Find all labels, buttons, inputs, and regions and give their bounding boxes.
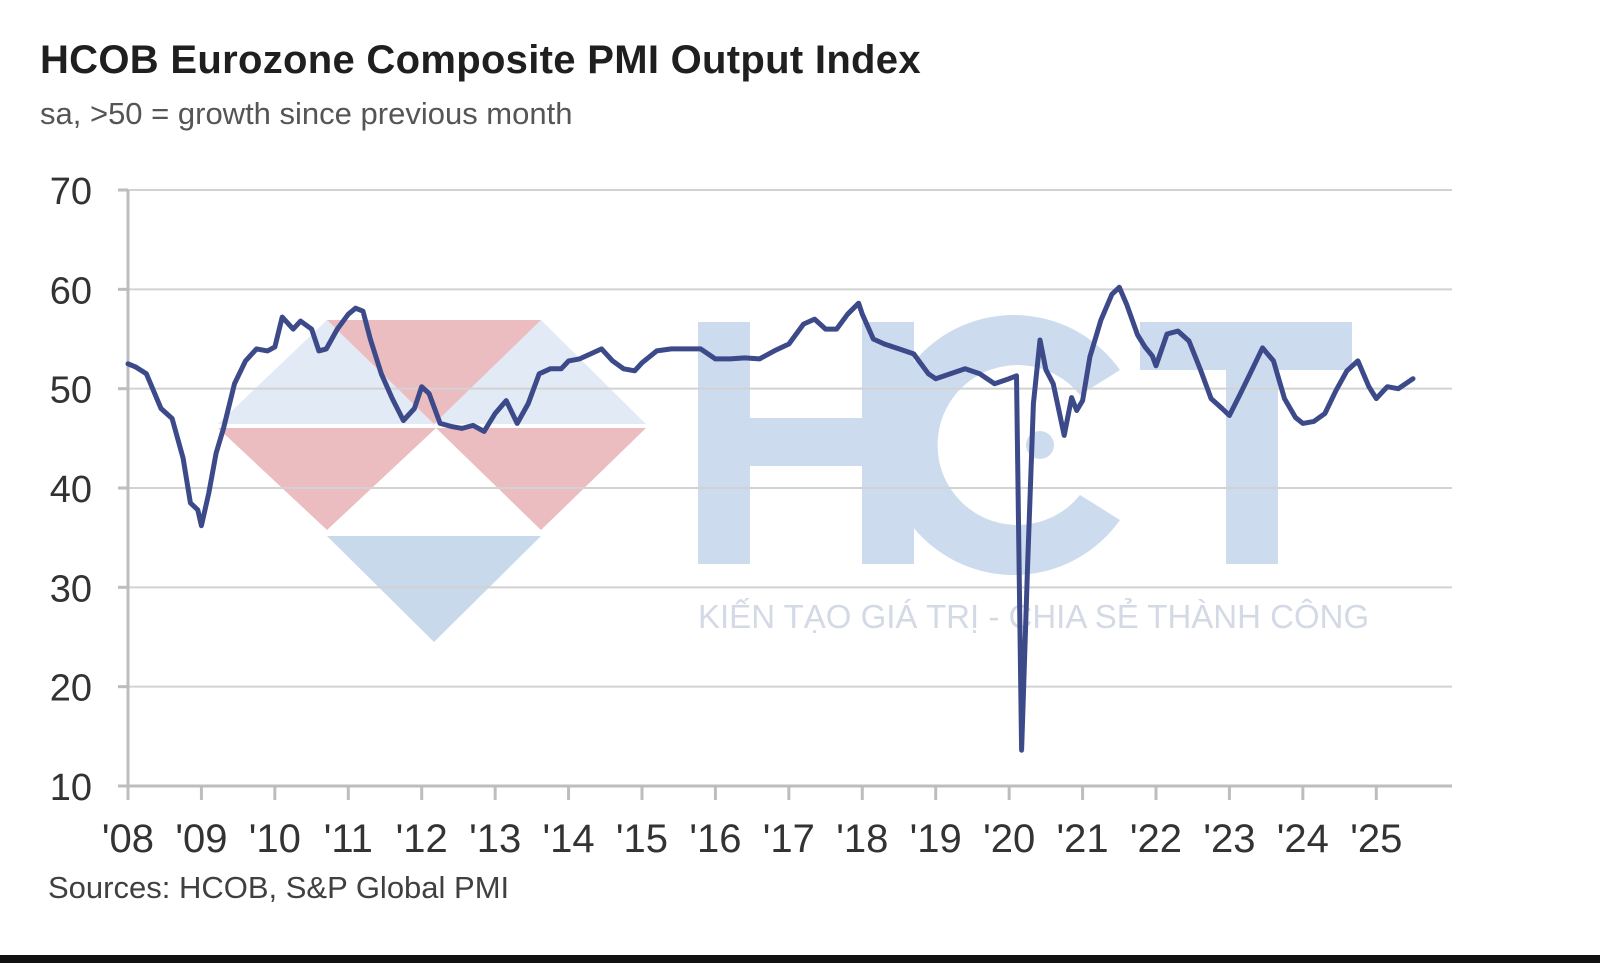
logo-letter-t-stem: [1226, 322, 1278, 564]
x-tick-label-2021: '21: [1057, 817, 1109, 861]
x-tick-label-2011: '11: [324, 817, 373, 861]
series-line-0: [125, 284, 1416, 753]
series-layer: [125, 284, 1416, 753]
y-tick-label-40: 40: [50, 469, 92, 511]
x-tick-label-2010: '10: [249, 817, 301, 861]
axes: [118, 188, 1452, 800]
chart-source: Sources: HCOB, S&P Global PMI: [48, 870, 510, 905]
bottom-border: [0, 955, 1600, 963]
x-tick-label-2019: '19: [910, 817, 962, 861]
logo-red-triangle-top: [327, 320, 541, 424]
chart-title: HCOB Eurozone Composite PMI Output Index: [40, 38, 921, 82]
x-tick-label-2022: '22: [1130, 817, 1182, 861]
x-tick-label-2018: '18: [836, 817, 888, 861]
gridlines: [128, 189, 1452, 688]
y-axis-tick-labels: 10 20 30 40 50 60 70: [50, 171, 92, 809]
x-tick-label-2008: '08: [102, 817, 154, 861]
y-tick-label-50: 50: [50, 370, 92, 412]
chart-subtitle: sa, >50 = growth since previous month: [40, 96, 573, 131]
logo-tagline: KIẾN TẠO GIÁ TRỊ - CHIA SẺ THÀNH CÔNG: [698, 598, 1369, 635]
x-tick-label-2017: '17: [763, 817, 815, 861]
logo-blue-triangle-upper-left: [218, 320, 434, 424]
x-tick-label-2020: '20: [983, 817, 1035, 861]
y-tick-label-30: 30: [50, 568, 92, 610]
x-tick-label-2014: '14: [543, 817, 595, 861]
x-tick-label-2024: '24: [1277, 817, 1329, 861]
logo-red-triangle-left: [218, 428, 436, 530]
y-tick-label-60: 60: [50, 270, 92, 312]
x-axis-tick-labels: '08 '09 '10 '11 '12 '13 '14 '15 '16 '17 '18 '19 '20 '…: [102, 817, 1402, 861]
y-tick-label-70: 70: [50, 171, 92, 213]
logo-blue-triangle-bottom: [327, 536, 541, 642]
y-tick-label-20: 20: [50, 668, 92, 710]
logo-letter-c: [883, 315, 1120, 575]
logo-letter-h-bar: [698, 418, 914, 466]
x-tick-label-2023: '23: [1203, 817, 1255, 861]
logo-red-triangle-right: [436, 428, 646, 530]
x-tick-label-2012: '12: [396, 817, 448, 861]
x-tick-label-2013: '13: [469, 817, 521, 861]
x-tick-label-2025: '25: [1350, 817, 1402, 861]
x-tick-label-2015: '15: [616, 817, 668, 861]
y-tick-label-10: 10: [50, 767, 92, 809]
x-tick-label-2016: '16: [689, 817, 741, 861]
x-tick-label-2009: '09: [175, 817, 227, 861]
